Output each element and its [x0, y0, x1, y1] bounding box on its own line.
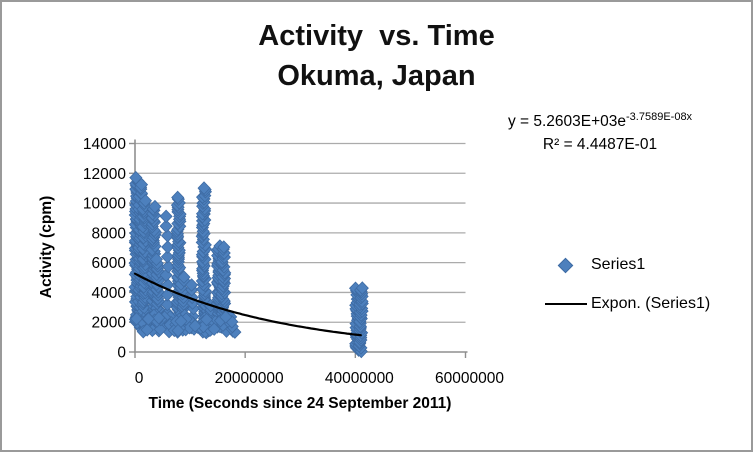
x-tick-label: 40000000 — [325, 370, 394, 387]
scatter-point — [161, 240, 175, 254]
y-tick-label: 8000 — [92, 225, 127, 242]
scatter-point — [148, 199, 162, 214]
x-tick-label: 0 — [135, 370, 144, 387]
scatter-point — [217, 240, 231, 254]
scatter-point — [207, 322, 221, 336]
chart-title: Activity vs. Time Okuma, Japan — [2, 16, 751, 96]
scatter-point — [149, 252, 163, 267]
scatter-point — [197, 181, 211, 195]
trendline-equation: y = 5.2603E+03e-3.7589E-08x R² = 4.4487E… — [472, 106, 728, 156]
expon-line-icon — [545, 303, 587, 305]
y-tick-label: 0 — [117, 345, 126, 362]
trendline-path — [133, 272, 362, 337]
scatter-point — [177, 270, 191, 284]
x-axis-title: Time (Seconds since 24 September 2011) — [148, 395, 452, 412]
scatter-point — [171, 190, 185, 205]
legend-label-expon: Expon. (Series1) — [591, 295, 711, 312]
scatter-point — [185, 278, 199, 292]
scatter-point — [159, 219, 173, 233]
legend-label-series1: Series1 — [591, 256, 646, 273]
y-tick-label: 14000 — [83, 136, 126, 153]
scatter-point — [200, 312, 214, 327]
y-tick-label: 2000 — [92, 315, 127, 332]
y-tick-label: 10000 — [83, 196, 126, 213]
trendline-equation-formula: y = 5.2603E+03e-3.7589E-08x — [507, 111, 693, 130]
y-tick-label: 4000 — [92, 285, 127, 302]
y-tick-label: 12000 — [83, 166, 126, 183]
legend: Series1 Expon. (Series1) — [545, 248, 745, 321]
scatter-point — [129, 312, 144, 326]
chart-title-line1: Activity vs. Time — [258, 20, 495, 52]
scatter-point — [159, 209, 173, 224]
y-tick-label: 6000 — [92, 255, 127, 272]
trendline-equation-exponent: -3.7589E-08x — [626, 111, 693, 123]
y-axis-title: Activity (cpm) — [38, 195, 55, 299]
chart-title-line2: Okuma, Japan — [277, 60, 476, 92]
scatter-point — [152, 311, 166, 325]
legend-item-expon: Expon. (Series1) — [545, 287, 745, 321]
scatter-point — [134, 177, 149, 192]
series1-diamond-icon — [545, 257, 587, 273]
legend-item-series1: Series1 — [545, 248, 745, 282]
scatter-point — [140, 323, 154, 337]
scatter-point — [188, 319, 202, 333]
scatter-point — [219, 310, 233, 324]
scatter-point — [355, 281, 369, 295]
trendline-equation-r2: R² = 4.4487E-01 — [542, 136, 658, 153]
scatter-point — [174, 314, 188, 329]
x-tick-label: 60000000 — [435, 370, 504, 387]
scatter-point — [160, 288, 174, 302]
scatter-point — [160, 249, 174, 264]
scatter-point — [141, 312, 155, 326]
scatter-point — [138, 193, 153, 208]
x-tick-label: 20000000 — [215, 370, 284, 387]
